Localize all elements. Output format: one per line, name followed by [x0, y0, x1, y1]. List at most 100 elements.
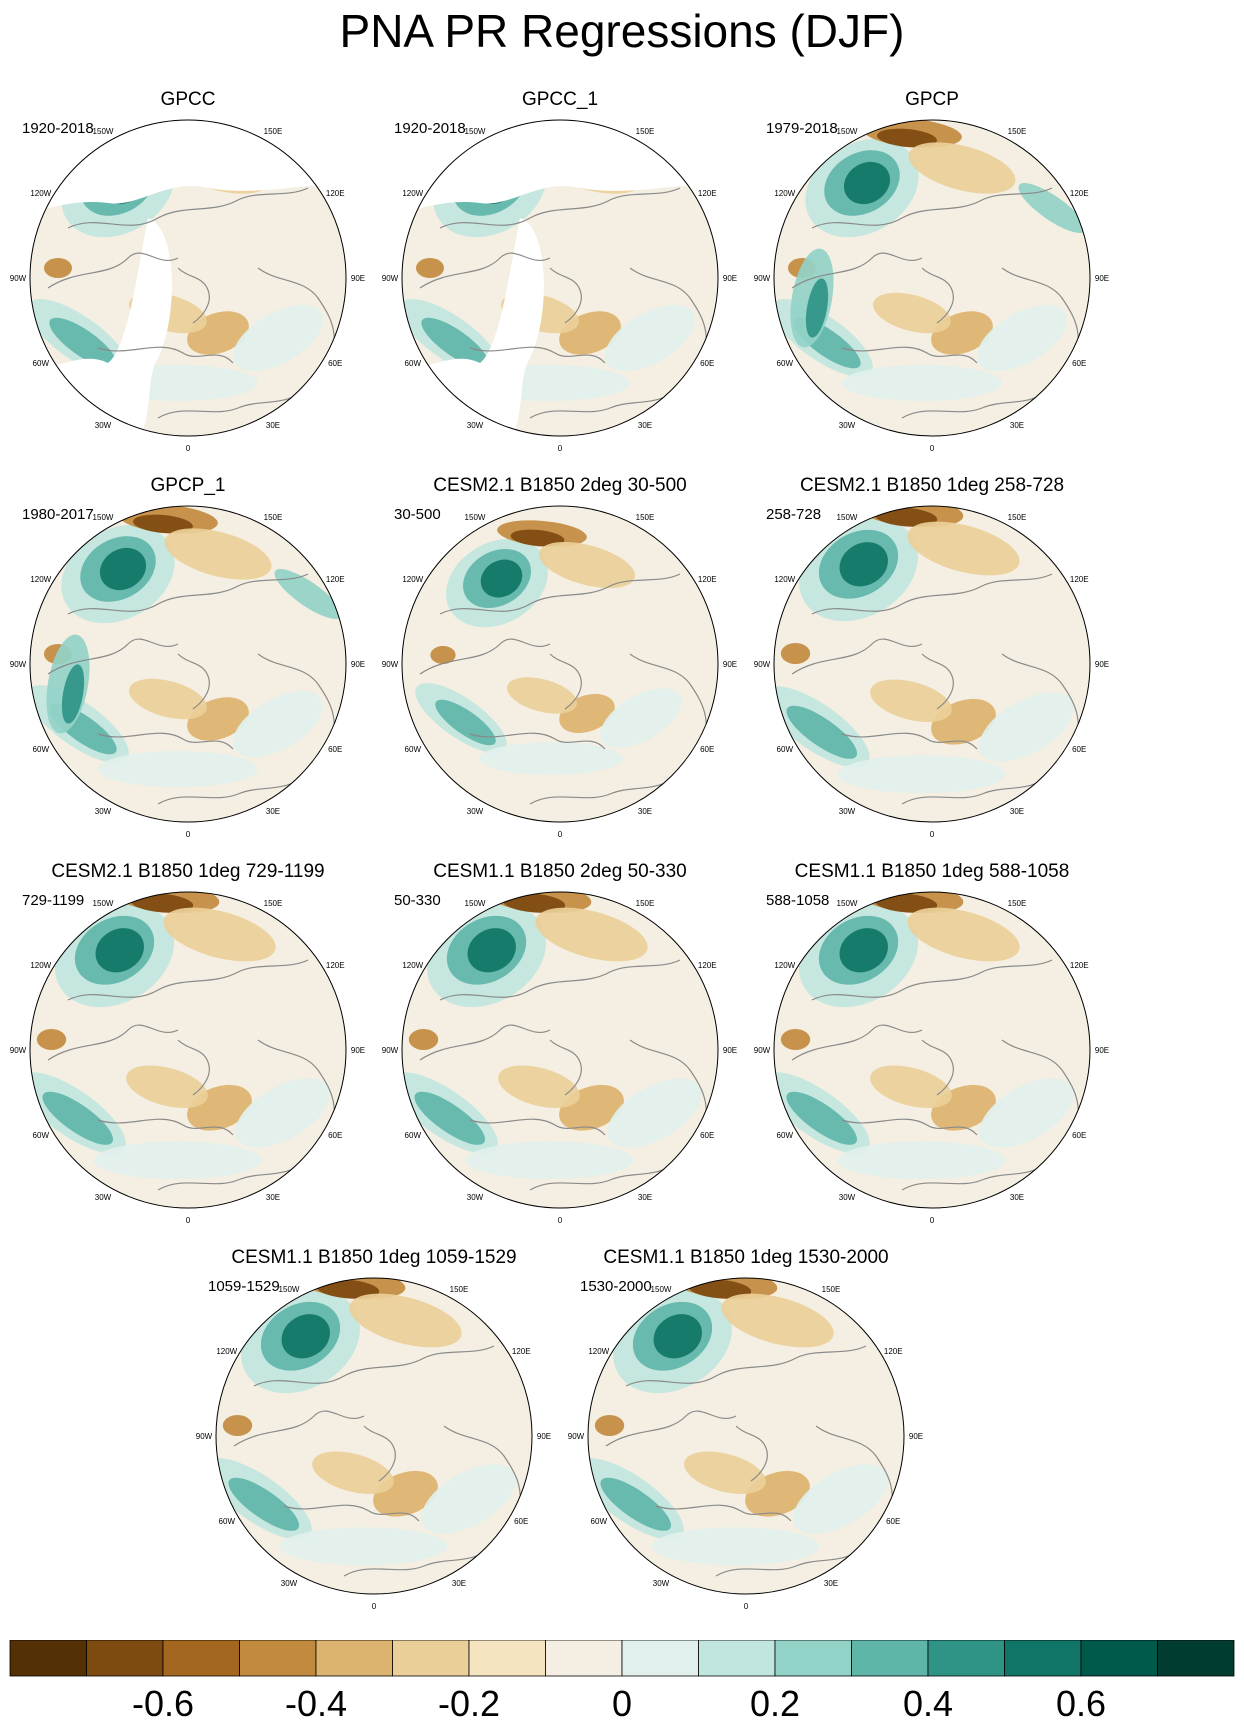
lon-label-left: 30W [467, 1193, 484, 1202]
lon-label-right: 90E [1095, 274, 1109, 283]
map-field [402, 120, 718, 436]
lon-label-right: 90E [723, 274, 737, 283]
colorbar: -0.6 -0.4 -0.2 0 0.2 0.4 0.6 [9, 1640, 1235, 1724]
lon-label-left: 120W [774, 961, 795, 970]
lon-label-right: 150E [264, 513, 283, 522]
lon-label-left: 30W [839, 421, 856, 430]
lon-label-bottom: 0 [372, 1602, 377, 1611]
colorbar-swatch [468, 1640, 546, 1677]
lon-label-right: 30E [266, 1193, 280, 1202]
map-field [402, 506, 718, 822]
map-panel: CESM2.1 B1850 1deg 258-7281800150W120W90… [752, 474, 1112, 854]
lon-label-bottom: 0 [930, 1216, 935, 1225]
lon-label-left: 120W [588, 1347, 609, 1356]
colorbar-swatch [239, 1640, 317, 1677]
lon-label-left: 150W [465, 513, 486, 522]
lon-label-left: 120W [774, 575, 795, 584]
lon-label-right: 30E [1010, 1193, 1024, 1202]
map-border [401, 119, 719, 437]
colorbar-swatch [392, 1640, 470, 1677]
polar-map: 1800150W120W90W60W30W150E120E90E60E30E [754, 891, 1109, 1225]
panel-title: CESM2.1 B1850 2deg 30-500 [433, 475, 687, 496]
lon-label-right: 120E [326, 575, 345, 584]
map-panel: GPCC_11800150W120W90W60W30W150E120E90E60… [380, 88, 740, 468]
panel-period: 1980-2017 [22, 506, 94, 523]
polar-map: 1800150W120W90W60W30W150E120E90E60E30E [10, 891, 365, 1225]
lon-label-left: 60W [777, 359, 794, 368]
map-field [774, 892, 1090, 1208]
lon-label-right: 30E [638, 807, 652, 816]
lon-label-left: 150W [93, 899, 114, 908]
lon-label-left: 90W [382, 660, 399, 669]
map-border [29, 119, 347, 437]
lon-label-left: 30W [839, 807, 856, 816]
map-border [215, 1277, 533, 1595]
lon-label-left: 150W [279, 1285, 300, 1294]
colorbar-swatch [545, 1640, 623, 1677]
lon-label-left: 60W [405, 1131, 422, 1140]
colorbar-swatch [851, 1640, 929, 1677]
lon-label-left: 120W [774, 189, 795, 198]
colorbar-swatch [86, 1640, 164, 1677]
lon-label-left: 30W [95, 807, 112, 816]
lon-label-left: 60W [33, 359, 50, 368]
lon-label-right: 90E [1095, 660, 1109, 669]
map-border [401, 505, 719, 823]
map-panel: CESM2.1 B1850 2deg 30-5001800150W120W90W… [380, 474, 740, 854]
panel-period: 1530-2000 [580, 1278, 652, 1295]
polar-map: 1800150W120W90W60W30W150E120E90E60E30E [754, 505, 1109, 839]
lon-label-right: 90E [537, 1432, 551, 1441]
lon-label-right: 90E [351, 1046, 365, 1055]
polar-map: 1800150W120W90W60W30W150E120E90E60E30E [196, 1277, 551, 1611]
lon-label-right: 30E [452, 1579, 466, 1588]
lon-label-right: 30E [1010, 807, 1024, 816]
panel-period: 1920-2018 [394, 120, 466, 137]
lon-label-left: 60W [777, 1131, 794, 1140]
lon-label-bottom: 0 [186, 1216, 191, 1225]
lon-label-right: 60E [328, 359, 342, 368]
panel-title: GPCC_1 [521, 89, 599, 110]
lon-label-left: 30W [95, 421, 112, 430]
lon-label-left: 120W [30, 575, 51, 584]
map-field [588, 1278, 904, 1594]
lon-label-left: 150W [651, 1285, 672, 1294]
lon-label-bottom: 0 [930, 830, 935, 839]
colorbar-swatch [927, 1640, 1005, 1677]
panel-period: 588-1058 [766, 892, 830, 909]
panel-period: 1920-2018 [22, 120, 94, 137]
lon-label-left: 150W [465, 899, 486, 908]
lon-label-right: 30E [638, 1193, 652, 1202]
lon-label-left: 60W [405, 359, 422, 368]
map-field [30, 120, 346, 436]
lon-label-left: 60W [591, 1517, 608, 1526]
lon-label-bottom: 0 [558, 830, 563, 839]
lon-label-left: 120W [402, 961, 423, 970]
map-border [29, 891, 347, 1209]
lon-label-right: 60E [1072, 1131, 1086, 1140]
lon-label-left: 30W [839, 1193, 856, 1202]
map-border [773, 891, 1091, 1209]
colorbar-swatch [1157, 1640, 1235, 1677]
panel-title: CESM1.1 B1850 1deg 1059-1529 [231, 1247, 517, 1268]
lon-label-right: 120E [1070, 189, 1089, 198]
panel-title: CESM1.1 B1850 2deg 50-330 [433, 861, 687, 882]
lon-label-left: 30W [653, 1579, 670, 1588]
colorbar-tick-label: 0.4 [903, 1683, 953, 1724]
panel-title: CESM1.1 B1850 1deg 1530-2000 [603, 1247, 889, 1268]
lon-label-right: 120E [512, 1347, 531, 1356]
map-field [30, 892, 346, 1208]
panel-title: GPCP_1 [150, 475, 226, 496]
lon-label-right: 120E [698, 189, 717, 198]
lon-label-left: 90W [10, 274, 27, 283]
lon-label-left: 90W [196, 1432, 213, 1441]
lon-label-left: 120W [402, 189, 423, 198]
map-panel: GPCP1800150W120W90W60W30W150E120E90E60E3… [752, 88, 1112, 468]
map-field [216, 1278, 532, 1594]
lon-label-left: 90W [754, 1046, 771, 1055]
lon-label-right: 60E [1072, 359, 1086, 368]
lon-label-left: 60W [33, 745, 50, 754]
colorbar-tick-label: 0.6 [1056, 1683, 1106, 1724]
lon-label-left: 90W [754, 274, 771, 283]
lon-label-left: 90W [568, 1432, 585, 1441]
lon-label-right: 60E [328, 1131, 342, 1140]
